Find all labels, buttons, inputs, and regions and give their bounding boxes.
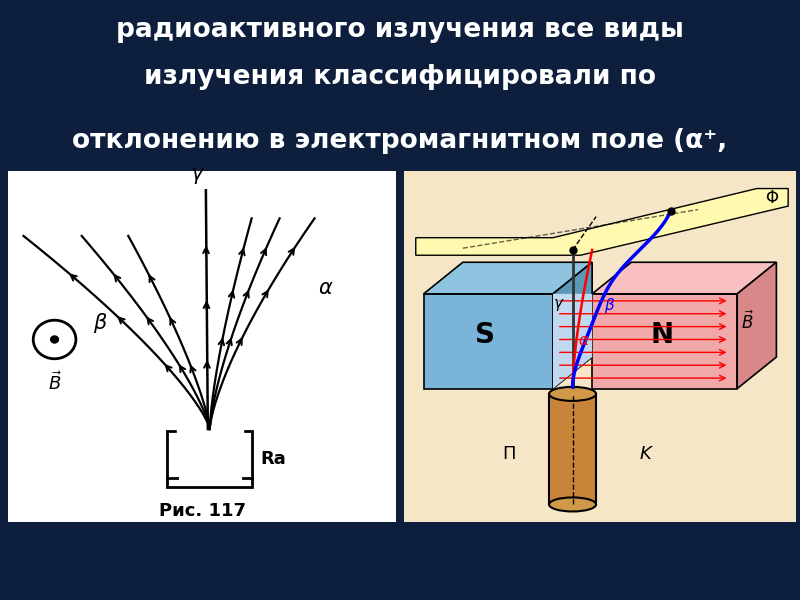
Text: $\vec{B}$: $\vec{B}$ (47, 371, 62, 394)
Polygon shape (424, 262, 592, 294)
Text: $K$: $K$ (639, 445, 654, 463)
Text: $\beta$: $\beta$ (604, 296, 615, 314)
Polygon shape (592, 294, 738, 389)
Text: $\Phi$: $\Phi$ (765, 188, 778, 206)
Text: N: N (651, 321, 674, 349)
Circle shape (50, 336, 58, 343)
Text: $\gamma$: $\gamma$ (553, 297, 565, 313)
Text: $\alpha$: $\alpha$ (578, 333, 590, 348)
Text: излучения классифицировали по: излучения классифицировали по (144, 64, 656, 90)
Text: радиоактивного излучения все виды: радиоактивного излучения все виды (116, 17, 684, 43)
Polygon shape (416, 188, 788, 255)
Text: $\alpha$: $\alpha$ (318, 278, 334, 298)
Bar (177, 425, 242, 478)
Polygon shape (553, 262, 592, 389)
Text: Рис. 117: Рис. 117 (158, 502, 246, 520)
Polygon shape (424, 294, 553, 389)
Polygon shape (592, 262, 777, 294)
Ellipse shape (549, 497, 596, 511)
Text: $\beta$: $\beta$ (94, 311, 108, 335)
Text: $\gamma$: $\gamma$ (190, 166, 206, 186)
Text: Ra: Ra (260, 450, 286, 468)
Polygon shape (738, 262, 777, 389)
Bar (167, 431, 253, 487)
Bar (549, 394, 596, 505)
Ellipse shape (549, 387, 596, 401)
Text: S: S (474, 321, 494, 349)
Text: $\Pi$: $\Pi$ (502, 445, 516, 463)
Text: отклонению в электромагнитном поле (α⁺,: отклонению в электромагнитном поле (α⁺, (72, 128, 728, 154)
Polygon shape (553, 294, 592, 389)
Text: $\vec{B}$: $\vec{B}$ (741, 310, 754, 333)
